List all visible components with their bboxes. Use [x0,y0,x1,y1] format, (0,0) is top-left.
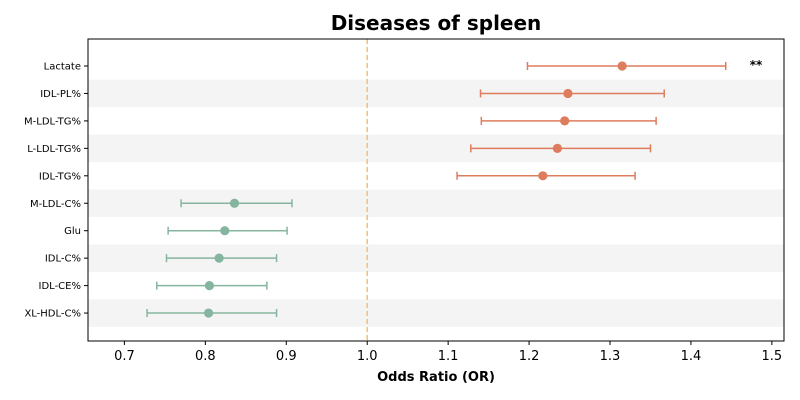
data-marks: ** [146,58,763,318]
or-point [560,116,570,126]
y-axis: Lactate IDL-PL% M-LDL-TG% L-LDL-TG% IDL-TG% M… [24,62,88,320]
x-tick-label: 1.3 [600,349,621,364]
or-point [617,61,627,71]
x-tick-label: 1.1 [438,349,459,364]
or-point [563,88,573,99]
forest-row [167,226,288,236]
y-tick-label: Glu [64,226,81,237]
x-axis: 0.7 0.8 0.9 1.0 1.1 1.2 1.3 1.4 1.5 [114,341,782,364]
x-tick-label: 0.7 [114,349,135,364]
or-point [214,253,224,263]
or-point [538,171,548,181]
forest-row [470,143,652,153]
y-tick-label: XL-HDL-C% [24,309,81,320]
chart-title: Diseases of spleen [331,11,542,35]
x-tick-label: 1.0 [357,349,378,364]
y-tick-label: IDL-C% [45,254,81,265]
or-point [229,198,240,208]
y-tick-label: L-LDL-TG% [27,144,81,155]
x-axis-label: Odds Ratio (OR) [377,370,495,385]
plot-frame [87,38,785,342]
x-tick-label: 1.2 [519,349,540,364]
forest-row [165,253,278,263]
y-tick-label: Lactate [44,62,81,73]
forest-row [146,308,278,318]
y-tick-label: IDL-CE% [39,281,81,292]
or-point [203,308,214,318]
y-tick-label: M-LDL-C% [30,199,81,210]
significance-annotation: ** [750,58,763,72]
forest-row [156,281,268,291]
plot-border [87,38,785,342]
or-point [552,143,562,153]
forest-row [480,116,657,126]
y-tick-label: M-LDL-TG% [24,116,81,127]
x-tick-label: 0.8 [195,349,216,364]
forest-row [479,88,665,99]
forest-row [180,198,293,208]
y-tick-label: IDL-TG% [39,171,81,182]
or-point [204,281,214,291]
x-tick-label: 1.5 [762,349,783,364]
y-tick-label: IDL-PL% [40,89,81,100]
row-band [88,79,784,108]
forest-row [456,171,636,181]
x-tick-label: 1.4 [681,349,702,364]
or-point [220,226,230,236]
forest-row: ** [526,58,763,72]
row-band [88,134,784,163]
x-tick-label: 0.9 [276,349,297,364]
